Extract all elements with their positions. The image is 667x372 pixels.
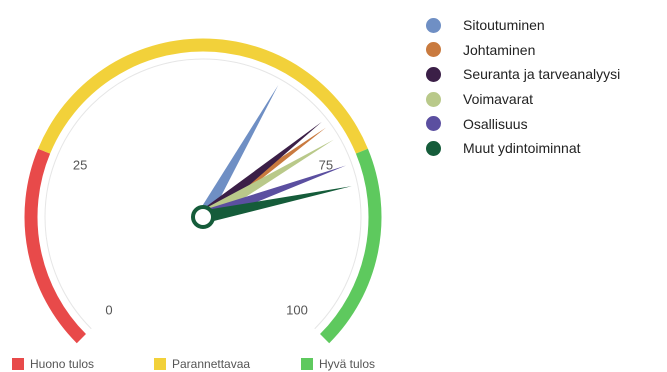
gauge-pivot bbox=[191, 205, 215, 229]
legend-dot-icon bbox=[426, 140, 441, 156]
series-legend: Sitoutuminen Johtaminen Seuranta ja tarvea… bbox=[426, 13, 620, 161]
legend-dot-icon bbox=[426, 116, 441, 132]
gauge-inner-guide bbox=[44, 58, 362, 330]
band-legend-label: Parannettavaa bbox=[172, 357, 251, 371]
legend-item[interactable]: Muut ydintoiminnat bbox=[426, 136, 620, 161]
needle-0 bbox=[197, 84, 279, 221]
legend-dot-icon bbox=[426, 91, 441, 107]
tick-label-25: 25 bbox=[73, 158, 87, 173]
band-legend-label: Huono tulos bbox=[30, 357, 95, 371]
gauge-band-0 bbox=[24, 148, 86, 344]
gauge-tick-labels: 0 25 75 100 bbox=[73, 158, 333, 318]
band-swatch-icon bbox=[12, 358, 24, 370]
tick-label-75: 75 bbox=[319, 158, 333, 173]
gauge-band-arcs bbox=[24, 38, 382, 344]
legend-label: Seuranta ja tarveanalyysi bbox=[463, 66, 621, 83]
gauge-band-1 bbox=[38, 38, 368, 154]
legend-item[interactable]: Johtaminen bbox=[426, 38, 620, 63]
legend-label: Voimavarat bbox=[463, 91, 534, 108]
band-legend-item: Hyvä tulos bbox=[301, 357, 421, 371]
legend-label: Muut ydintoiminnat bbox=[463, 140, 581, 157]
legend-dot-icon bbox=[426, 42, 441, 58]
legend-item[interactable]: Sitoutuminen bbox=[426, 13, 620, 38]
tick-label-100: 100 bbox=[286, 302, 308, 317]
band-legend-item: Huono tulos bbox=[12, 357, 154, 371]
gauge-band-2 bbox=[320, 148, 382, 344]
legend-label: Johtaminen bbox=[463, 41, 536, 58]
legend-item[interactable]: Osallisuus bbox=[426, 111, 620, 136]
legend-dot-icon bbox=[426, 66, 441, 82]
band-swatch-icon bbox=[301, 358, 313, 370]
band-legend: Huono tulos Parannettavaa Hyvä tulos bbox=[12, 357, 421, 371]
legend-item[interactable]: Voimavarat bbox=[426, 87, 620, 112]
tick-label-0: 0 bbox=[105, 302, 112, 317]
legend-label: Osallisuus bbox=[463, 115, 528, 132]
gauge-needles bbox=[197, 84, 352, 224]
legend-item[interactable]: Seuranta ja tarveanalyysi bbox=[426, 62, 620, 87]
legend-label: Sitoutuminen bbox=[463, 17, 545, 34]
band-swatch-icon bbox=[154, 358, 166, 370]
needle-5 bbox=[201, 186, 352, 224]
legend-dot-icon bbox=[426, 17, 441, 33]
band-legend-item: Parannettavaa bbox=[154, 357, 301, 371]
band-legend-label: Hyvä tulos bbox=[319, 357, 376, 371]
